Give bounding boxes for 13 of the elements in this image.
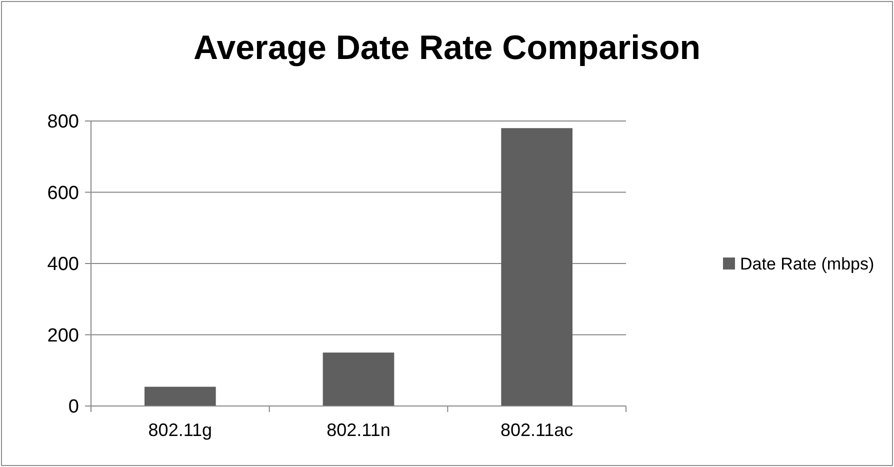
bar [144,386,216,406]
y-tick-label: 800 [47,112,79,133]
x-tick-label: 802.11n [326,420,390,440]
x-tick-label: 802.11ac [500,420,574,440]
legend-label: Date Rate (mbps) [740,254,874,274]
y-tick-label: 200 [47,325,79,346]
bar [322,352,394,406]
bar [501,128,572,406]
y-tick-label: 600 [47,182,79,204]
y-tick-label: 0 [68,396,79,418]
chart-title: Average Date Rate Comparison [193,29,701,67]
y-tick-label: 400 [47,254,79,276]
x-tick-label: 802.11g [148,420,212,440]
